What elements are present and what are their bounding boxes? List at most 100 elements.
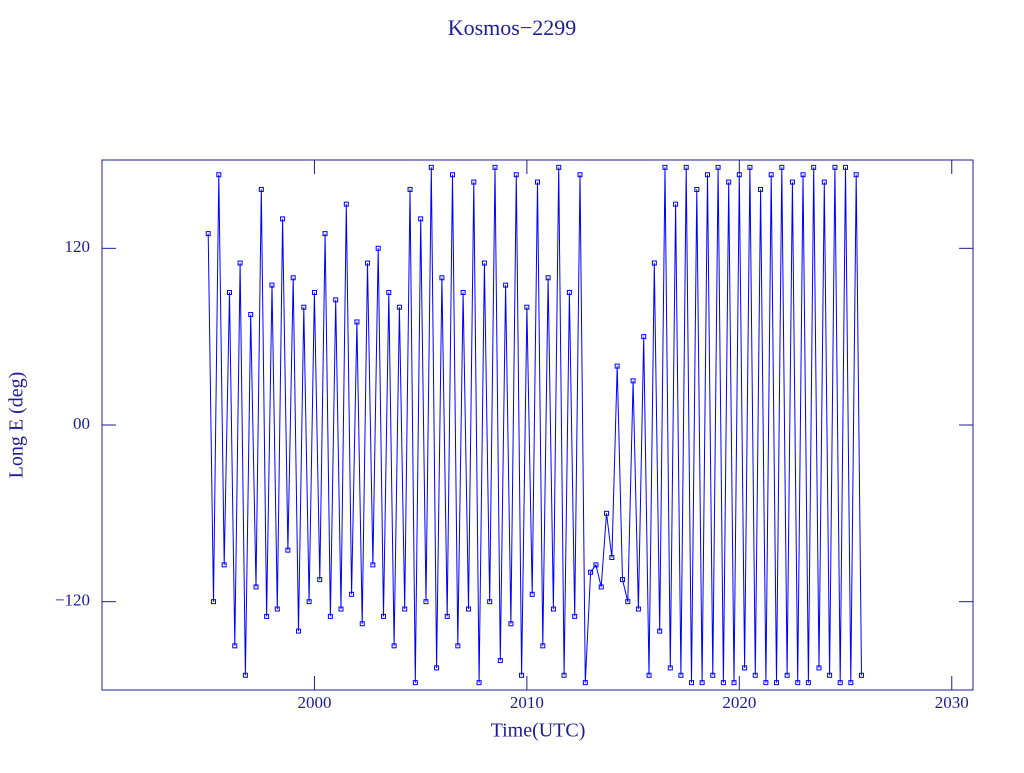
data-point — [450, 172, 456, 178]
data-point — [598, 584, 604, 590]
data-point — [476, 680, 482, 686]
data-point — [720, 680, 726, 686]
data-point — [396, 304, 402, 310]
x-tick-label: 2020 — [722, 693, 756, 712]
data-point — [497, 658, 503, 664]
data-point — [821, 179, 827, 185]
data-point — [349, 591, 355, 597]
data-point — [264, 613, 270, 619]
data-point — [471, 179, 477, 185]
data-point — [572, 613, 578, 619]
data-point — [248, 312, 254, 318]
data-point — [747, 164, 753, 170]
data-point — [811, 164, 817, 170]
data-point — [322, 231, 328, 237]
data-point — [412, 680, 418, 686]
data-point — [588, 569, 594, 575]
data-point — [343, 201, 349, 207]
y-tick-label: 00 — [73, 414, 90, 433]
data-point — [853, 172, 859, 178]
data-point — [280, 216, 286, 222]
data-point — [662, 164, 668, 170]
data-point — [582, 680, 588, 686]
data-point — [221, 562, 227, 568]
chart-title: Kosmos−2299 — [448, 15, 577, 40]
data-point — [519, 672, 525, 678]
data-point — [752, 672, 758, 678]
data-point — [837, 680, 843, 686]
data-point — [439, 275, 445, 281]
data-point — [858, 672, 864, 678]
data-point — [694, 186, 700, 192]
data-point — [625, 599, 631, 605]
data-point — [540, 643, 546, 649]
data-point — [365, 260, 371, 266]
data-point — [609, 555, 615, 560]
data-point — [561, 672, 567, 678]
data-point — [827, 672, 833, 678]
data-point — [513, 172, 519, 178]
data-point — [593, 562, 599, 568]
data-point — [327, 613, 333, 619]
data-point — [678, 672, 684, 678]
data-point — [444, 613, 450, 619]
data-point — [375, 245, 381, 251]
data-point — [460, 290, 466, 295]
data-point — [673, 201, 679, 207]
data-point — [768, 172, 774, 178]
data-point — [216, 172, 222, 178]
data-point — [604, 510, 610, 516]
data-point — [843, 164, 849, 170]
data-point — [301, 304, 307, 310]
data-point — [710, 672, 716, 678]
data-point — [524, 304, 530, 310]
data-point — [407, 186, 413, 192]
data-point — [784, 672, 790, 678]
data-point — [630, 378, 636, 384]
data-point — [232, 643, 238, 649]
y-tick-label: 120 — [65, 237, 91, 256]
data-point — [577, 172, 583, 178]
data-point — [535, 179, 540, 185]
data-point — [290, 275, 296, 281]
data-point — [795, 680, 801, 686]
data-point — [274, 606, 280, 612]
x-tick-label: 2000 — [297, 693, 331, 712]
data-point — [646, 672, 652, 678]
data-point — [566, 290, 572, 295]
data-point — [848, 680, 854, 686]
data-point — [641, 334, 647, 340]
data-point — [731, 680, 737, 686]
data-point — [816, 665, 822, 671]
data-point — [317, 577, 323, 583]
data-point — [211, 599, 217, 605]
data-point — [619, 577, 625, 583]
data-point — [715, 164, 721, 170]
data-point — [763, 680, 769, 686]
data-point — [503, 282, 509, 288]
x-tick-label: 2030 — [935, 693, 969, 712]
plot-area — [205, 164, 864, 686]
data-point — [545, 275, 551, 281]
data-point — [773, 680, 779, 686]
data-point — [529, 591, 535, 597]
data-point — [311, 290, 317, 295]
data-point — [428, 164, 434, 170]
data-point — [508, 621, 514, 627]
data-point — [338, 606, 344, 612]
data-point — [789, 179, 795, 185]
data-point — [805, 680, 811, 686]
data-point — [402, 606, 408, 612]
data-point — [699, 680, 705, 686]
data-line — [207, 167, 862, 683]
x-tick-label: 2010 — [510, 693, 544, 712]
data-point — [550, 606, 556, 612]
data-point — [359, 621, 365, 627]
data-point — [237, 260, 243, 266]
data-point — [269, 282, 275, 288]
data-point — [258, 186, 264, 192]
data-point — [205, 231, 211, 237]
data-point — [689, 680, 695, 686]
data-point — [434, 665, 440, 671]
data-point — [370, 562, 376, 568]
